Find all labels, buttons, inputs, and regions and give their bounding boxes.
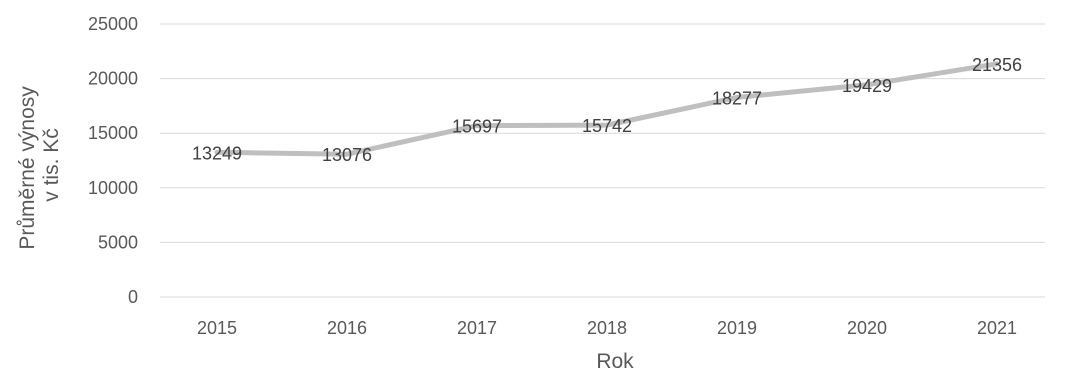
y-axis-title-line-2: v tis. Kč — [40, 128, 63, 202]
y-tick-label: 20000 — [88, 69, 138, 89]
x-axis-tick-labels: 2015 2016 2017 2018 2019 2020 2021 — [197, 318, 1017, 338]
x-tick-label: 2016 — [327, 318, 367, 338]
data-labels: 13249 13076 15697 15742 18277 19429 21356 — [192, 55, 1022, 165]
x-axis-title: Rok — [596, 350, 634, 373]
gridlines — [160, 23, 1045, 298]
series-line — [214, 61, 1000, 157]
y-axis-title-line-1: Průměrné výnosy — [16, 86, 39, 250]
x-tick-label: 2015 — [197, 318, 237, 338]
y-axis-tick-labels: 0 5000 10000 15000 20000 25000 — [88, 14, 138, 307]
x-tick-label: 2017 — [457, 318, 497, 338]
x-tick-label: 2021 — [977, 318, 1017, 338]
y-tick-label: 25000 — [88, 14, 138, 34]
x-tick-label: 2020 — [847, 318, 887, 338]
data-label: 13249 — [192, 143, 242, 163]
data-label: 18277 — [712, 88, 762, 108]
data-label: 13076 — [322, 145, 372, 165]
y-axis-title: Průměrné výnosy v tis. Kč — [16, 80, 63, 249]
x-tick-label: 2018 — [587, 318, 627, 338]
y-tick-label: 5000 — [98, 232, 138, 252]
data-label: 15697 — [452, 117, 502, 137]
y-tick-label: 0 — [128, 287, 138, 307]
data-label: 21356 — [972, 55, 1022, 75]
data-label: 19429 — [842, 76, 892, 96]
y-tick-label: 15000 — [88, 123, 138, 143]
x-tick-label: 2019 — [717, 318, 757, 338]
y-tick-label: 10000 — [88, 178, 138, 198]
data-label: 15742 — [582, 116, 632, 136]
